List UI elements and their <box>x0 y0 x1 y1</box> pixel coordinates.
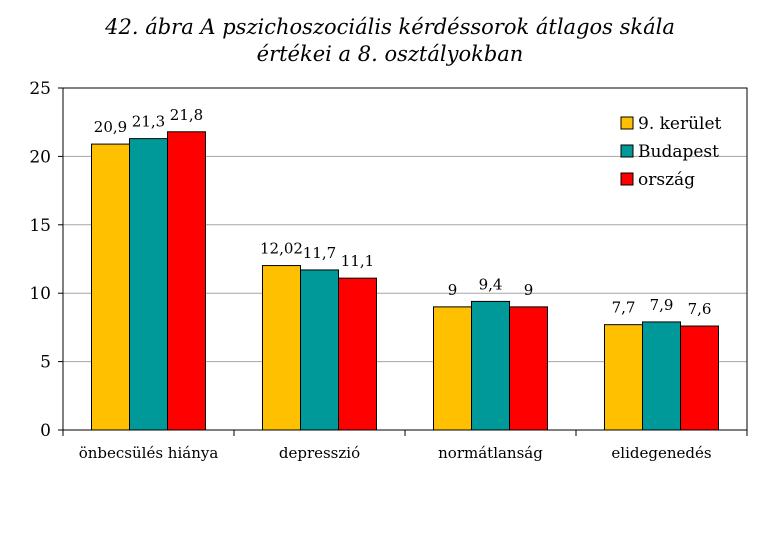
bar <box>433 306 472 431</box>
bar <box>338 277 377 431</box>
data-label: 20,9 <box>94 118 127 136</box>
legend-swatch <box>620 172 634 186</box>
y-tick-label: 5 <box>40 353 51 373</box>
legend-swatch <box>620 116 634 130</box>
chart-title-line-1: 42. ábra A pszichoszociális kérdéssorok … <box>105 15 675 39</box>
chart-title-line-2: értékei a 8. osztályokban <box>256 42 524 66</box>
bar <box>471 300 510 431</box>
y-tick-label: 25 <box>29 79 51 99</box>
data-label: 7,7 <box>612 299 636 317</box>
data-label: 11,7 <box>303 244 336 262</box>
y-tick-label: 0 <box>40 421 51 441</box>
bar <box>300 269 339 431</box>
data-label: 11,1 <box>341 252 374 270</box>
y-tick-label: 15 <box>29 216 51 236</box>
bar <box>262 265 301 431</box>
x-tick-label: normátlanság <box>438 444 543 462</box>
legend-swatch <box>620 144 634 158</box>
data-label: 7,6 <box>688 300 712 318</box>
bar <box>642 321 681 431</box>
bar <box>509 306 548 431</box>
bar <box>604 324 643 431</box>
data-label: 12,02 <box>260 240 303 258</box>
bar <box>91 143 130 431</box>
data-label: 9,4 <box>479 275 503 293</box>
legend-label: ország <box>638 170 695 190</box>
bar <box>129 138 168 431</box>
legend-label: Budapest <box>638 142 719 162</box>
y-tick-label: 10 <box>29 284 51 304</box>
data-label: 21,8 <box>170 106 203 124</box>
legend-label: 9. kerület <box>638 114 722 134</box>
y-tick-label: 20 <box>29 147 51 167</box>
data-label: 21,3 <box>132 113 165 131</box>
bar <box>680 325 719 431</box>
data-label: 9 <box>524 281 534 299</box>
x-tick-label: depresszió <box>279 444 360 462</box>
x-tick-label: önbecsülés hiánya <box>79 444 219 462</box>
bar <box>167 131 206 431</box>
data-label: 7,9 <box>650 296 674 314</box>
chart-title: 42. ábra A pszichoszociális kérdéssorok … <box>40 14 740 68</box>
data-label: 9 <box>448 281 458 299</box>
x-tick-label: elidegenedés <box>611 444 711 462</box>
